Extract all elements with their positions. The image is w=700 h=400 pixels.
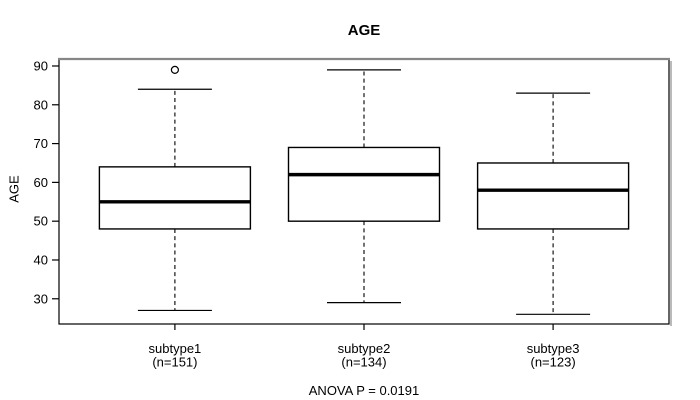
x-category-label: subtype3 <box>527 341 580 356</box>
y-tick-label: 50 <box>34 214 48 229</box>
chart-title: AGE <box>347 22 381 39</box>
iqr-box <box>287 146 441 222</box>
x-category-sublabel: (n=123) <box>531 355 576 370</box>
anova-footnote: ANOVA P = 0.0191 <box>308 383 420 398</box>
y-tick-label: 70 <box>34 136 48 151</box>
y-tick-label: 80 <box>34 97 48 112</box>
y-tick-label: 60 <box>34 175 48 190</box>
iqr-box <box>98 166 252 230</box>
y-tick-label: 40 <box>34 252 48 267</box>
x-category-sublabel: (n=134) <box>341 355 386 370</box>
x-category-label: subtype2 <box>338 341 391 356</box>
y-tick-label: 30 <box>34 291 48 306</box>
y-tick-label: 90 <box>34 58 48 73</box>
x-category-label: subtype1 <box>149 341 202 356</box>
iqr-box <box>476 162 630 230</box>
outlier-point <box>170 65 179 74</box>
x-category-sublabel: (n=151) <box>152 355 197 370</box>
